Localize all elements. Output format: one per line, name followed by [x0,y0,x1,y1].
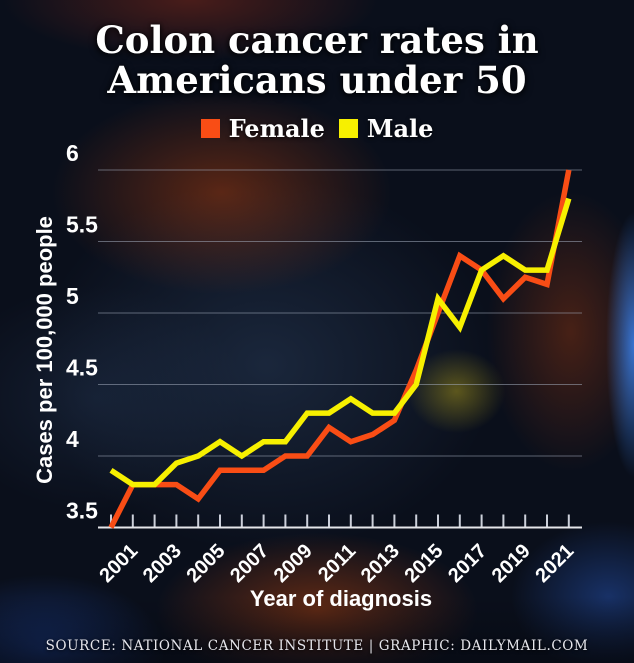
x-tick-label: 2003 [139,540,186,587]
x-tick-label: 2019 [488,540,535,587]
legend-item-female: Female [200,114,325,143]
y-tick-label: 4.5 [66,355,98,381]
x-axis-title: Year of diagnosis [250,586,432,611]
chart-title-line2: Americans under 50 [107,58,527,102]
y-tick-label: 5.5 [66,212,98,238]
female-series-swatch [200,119,220,138]
y-tick-label: 4 [66,426,79,452]
series-line-male [109,197,572,488]
legend-item-male: Male [338,114,434,143]
x-tick-label: 2011 [314,540,360,586]
y-tick-label: 5 [66,283,79,309]
male-series-swatch [338,119,358,138]
source-credit: SOURCE: NATIONAL CANCER INSTITUTE | GRAP… [45,638,589,654]
x-tick-label: 2001 [95,540,142,587]
x-tick-label: 2007 [226,540,273,587]
x-tick-label: 2021 [531,540,578,587]
series-line-female [108,169,572,529]
x-tick-label: 2009 [270,540,317,587]
legend-label-female: Female [228,114,325,143]
y-tick-label: 6 [66,140,79,166]
x-tick-label: 2015 [401,540,448,587]
legend: Female Male [0,114,634,143]
y-tick-label: 3.5 [66,498,98,524]
chart-title: Colon cancer rates in Americans under 50 [0,20,634,100]
x-tick-label: 2017 [444,540,491,587]
x-tick-label: 2005 [183,540,230,587]
x-tick-label: 2013 [357,540,404,587]
legend-label-male: Male [366,114,434,143]
y-axis-title: Cases per 100,000 people [32,216,57,484]
chart-title-line1: Colon cancer rates in [95,18,539,62]
